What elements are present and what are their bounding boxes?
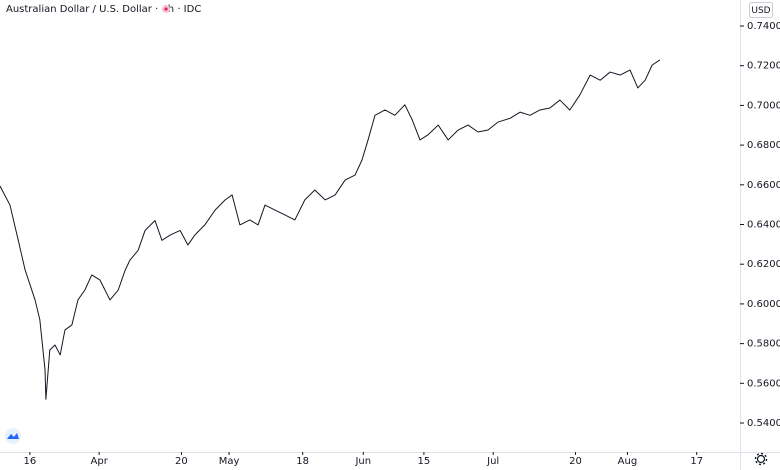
logo[interactable] (5, 428, 21, 444)
x-tick-label: Jun (354, 456, 371, 467)
gear-teeth (754, 452, 768, 466)
gear-ring (756, 454, 766, 464)
settings-button[interactable] (754, 452, 768, 466)
logo-mark (7, 433, 19, 439)
x-tick-label: 18 (296, 456, 309, 467)
status-dot (164, 7, 168, 11)
chart-title: Australian Dollar / U.S. Dollar · 4h · I… (6, 4, 201, 15)
x-tick-label: 20 (175, 456, 188, 467)
x-tick-label: 15 (418, 456, 431, 467)
x-tick-label: 16 (24, 456, 37, 467)
price-line (0, 59, 661, 400)
x-tick-label: Jul (486, 456, 499, 467)
x-tick-label: Apr (91, 456, 109, 467)
x-tick-label: 17 (690, 456, 703, 467)
currency-label: USD (751, 6, 770, 16)
currency-box[interactable] (749, 2, 773, 18)
x-tick-label: 20 (569, 456, 582, 467)
x-tick-label: Aug (618, 456, 638, 467)
y-tick-label: 0.74000 (747, 21, 780, 32)
x-tick-label: May (219, 456, 240, 467)
